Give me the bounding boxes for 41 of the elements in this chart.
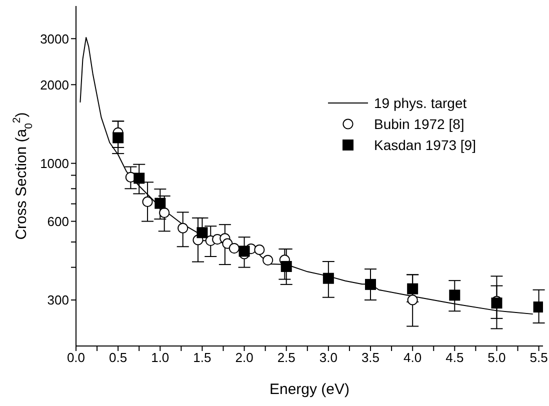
legend-label: 19 phys. target [374,94,467,110]
point [533,302,543,313]
x-tick-label: 3.0 [319,350,338,366]
y-tick-label: 3000 [40,31,69,46]
x-tick-label: 5.5 [530,350,548,366]
point [254,244,265,256]
point [449,290,460,301]
x-tick-label: 4.5 [446,350,464,366]
x-tick-label: 1.5 [193,350,212,366]
point [112,132,124,144]
x-tick-label: 2.0 [235,350,254,366]
point [228,243,240,254]
y-tick-label: 1000 [40,156,69,171]
point [134,172,145,184]
x-tick-label: 0.5 [109,350,128,366]
point [238,246,250,257]
x-tick-label: 5.0 [488,350,506,366]
legend-label: Bubin 1972 [8] [374,116,464,132]
point [196,227,208,238]
x-tick-label: 3.5 [361,350,380,366]
x-tick-label: 4.0 [404,350,422,366]
x-tick-label: 1.0 [151,350,170,366]
y-tick-label: 300 [47,292,69,308]
x-axis-title: Energy (eV) [269,381,350,398]
y-tick-label: 2000 [40,77,69,92]
point [280,260,292,272]
point [365,278,376,290]
x-tick-label: 2.5 [277,350,296,366]
point [322,272,334,284]
point [154,198,166,209]
point [491,298,502,309]
x-tick-label: 0.0 [66,350,86,366]
y-tick-label: 600 [47,214,69,229]
point [159,207,170,218]
point [407,294,418,306]
point [142,196,153,208]
point [407,283,418,294]
line-series [80,37,534,315]
legend-label: Kasdan 1973 [9] [374,136,476,152]
point [178,222,188,234]
point [262,254,274,266]
